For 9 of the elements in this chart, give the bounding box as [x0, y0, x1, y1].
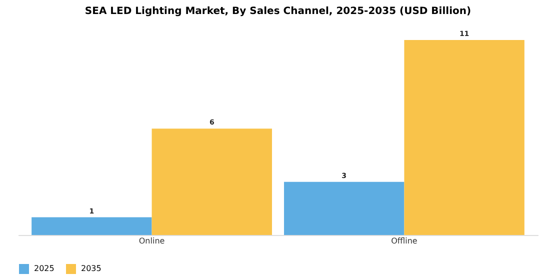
chart-title: SEA LED Lighting Market, By Sales Channel, 2025-2035 (USD Billion) — [84, 6, 472, 17]
bar — [32, 217, 152, 235]
legend-label: 2025 — [34, 264, 54, 273]
bar — [284, 182, 404, 235]
x-tick-label: Offline — [391, 236, 418, 246]
x-tick-label: Online — [138, 236, 165, 246]
legend-label: 2035 — [81, 264, 102, 273]
bar — [404, 40, 524, 235]
bar — [152, 128, 272, 235]
